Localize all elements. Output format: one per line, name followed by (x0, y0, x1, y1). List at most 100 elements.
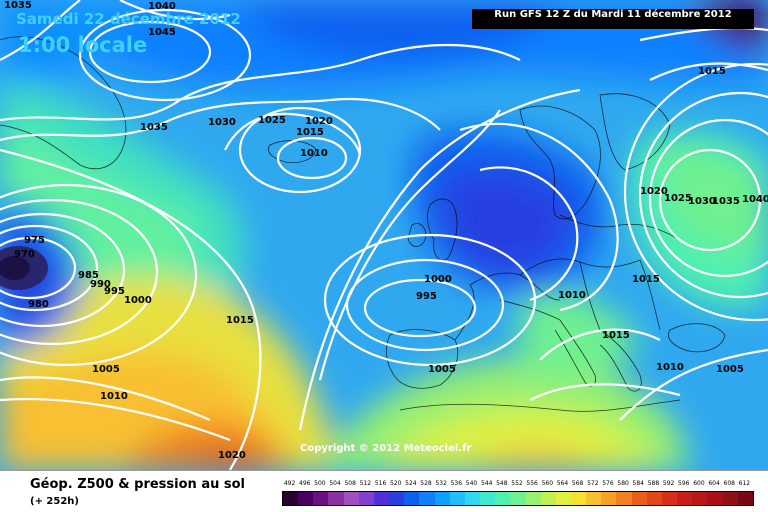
color-scale-swatch (707, 492, 723, 505)
color-scale-tick: 504 (329, 480, 341, 487)
color-scale-swatch (419, 492, 435, 505)
isobar-label: 1010 (656, 362, 684, 373)
color-scale-swatch (343, 492, 359, 505)
color-scale-swatch (570, 492, 587, 505)
color-scale-swatch (404, 492, 420, 505)
lead-time-label: (+ 252h) (30, 496, 79, 507)
isobar-label: 985 (78, 270, 99, 281)
color-scale-tick: 588 (647, 480, 660, 487)
color-scale-tick: 560 (541, 480, 554, 487)
color-scale-tick: 556 (526, 480, 538, 487)
color-scale-swatch (449, 492, 465, 505)
color-scale-swatch (540, 492, 556, 505)
color-scale-tick: 512 (359, 480, 372, 487)
isobar-label: 1005 (716, 364, 744, 375)
color-scale-swatch (373, 492, 390, 505)
color-scale-tick: 516 (374, 480, 387, 487)
color-scale-swatch (555, 492, 571, 505)
copyright-notice: Copyright © 2012 Meteociel.fr (300, 443, 472, 454)
isobar-label: 1000 (124, 295, 152, 306)
model-run-label: Run GFS 12 Z du Mardi 11 décembre 2012 (472, 9, 754, 29)
legend-footer: Géop. Z500 & pression au sol (+ 252h) 49… (0, 470, 768, 512)
color-scale-tick: 580 (617, 480, 629, 487)
isobar-label: 1040 (742, 194, 768, 205)
isobar-label: 970 (14, 249, 35, 260)
isobar-labels: 1035 1040 1045 1015 1035 1030 1025 1020 … (4, 0, 768, 461)
isobar-label: 1035 (712, 196, 740, 207)
isobar-label: 1045 (148, 27, 176, 38)
color-scale-tick: 576 (602, 480, 614, 487)
color-scale-tick: 592 (662, 480, 675, 487)
color-scale-tick: 532 (435, 480, 447, 487)
isobar-label: 1035 (4, 0, 32, 11)
isobar-label: 995 (416, 291, 437, 302)
color-scale-swatch (677, 492, 693, 505)
color-scale-swatch (616, 492, 632, 505)
color-scale-swatch (389, 492, 405, 505)
isobar-label: 1015 (632, 274, 660, 285)
color-scale-swatch (692, 492, 708, 505)
isobar-label: 1030 (208, 117, 236, 128)
isobar-label: 1030 (688, 196, 716, 207)
color-scale-swatch (586, 492, 602, 505)
color-scale-swatch (722, 492, 738, 505)
color-scale-tick: 500 (314, 480, 326, 487)
color-scale-tick: 584 (632, 480, 644, 487)
color-scale-swatch (283, 492, 299, 505)
product-title: Géop. Z500 & pression au sol (30, 477, 245, 492)
isobar-label: 1020 (218, 450, 246, 461)
color-scale-swatch (464, 492, 481, 505)
isobar-label: 1035 (140, 122, 168, 133)
color-scale-tick: 596 (678, 480, 690, 487)
valid-time-label: 1:00 locale (18, 33, 148, 57)
color-scale-tick: 536 (450, 480, 463, 487)
isobar-label: 1010 (300, 148, 328, 159)
isobar-label: 1005 (92, 364, 120, 375)
isobar-label: 1040 (148, 1, 176, 12)
isobar-label: 975 (24, 235, 45, 246)
isobar-label: 995 (104, 286, 125, 297)
color-scale-swatch (510, 492, 526, 505)
color-scale-tick: 496 (299, 480, 311, 487)
color-scale-swatch (434, 492, 450, 505)
color-scale-tick: 528 (420, 480, 432, 487)
isobar-label: 1025 (258, 115, 286, 126)
color-scale-swatch (737, 492, 753, 505)
isobar-label: 990 (90, 279, 111, 290)
isobar-label: 1020 (640, 186, 668, 197)
color-scale-swatch (631, 492, 647, 505)
color-scale-tick: 604 (708, 480, 720, 487)
color-scale-tick: 540 (465, 480, 478, 487)
color-scale-swatch (480, 492, 496, 505)
isobar-label: 1010 (558, 290, 586, 301)
color-scale-swatch (358, 492, 374, 505)
isobar-label: 1015 (698, 66, 726, 77)
color-scale-tick: 552 (511, 480, 523, 487)
color-scale-swatch (601, 492, 617, 505)
valid-date-label: Samedi 22 décembre 2012 (16, 10, 241, 28)
color-scale-tick: 568 (571, 480, 584, 487)
color-scale-swatch (298, 492, 314, 505)
color-scale-labels: 492 496 500 504 508 512 516 520 524 528 532 536 540 5… (282, 480, 752, 490)
color-scale-swatch (661, 492, 678, 505)
color-scale-bar (282, 491, 754, 506)
color-scale-tick: 508 (344, 480, 356, 487)
color-scale-tick: 544 (480, 480, 493, 487)
geopotential-map: 1035 1040 1045 1015 1035 1030 1025 1020 … (0, 0, 768, 470)
color-scale-tick: 612 (738, 480, 751, 487)
isobar-label: 1015 (226, 315, 254, 326)
color-scale-swatch (328, 492, 344, 505)
color-scale-tick: 564 (556, 480, 569, 487)
isobar-label: 1005 (428, 364, 456, 375)
color-scale-tick: 572 (587, 480, 599, 487)
isobar-label: 1025 (664, 193, 692, 204)
color-scale-swatch (495, 492, 511, 505)
color-scale-tick: 548 (496, 480, 508, 487)
color-scale-swatch (646, 492, 662, 505)
color-scale-tick: 524 (405, 480, 417, 487)
color-scale-swatch (525, 492, 541, 505)
isobar-label: 1015 (602, 330, 630, 341)
color-scale-tick: 492 (283, 480, 296, 487)
isobar-label: 1020 (305, 116, 333, 127)
